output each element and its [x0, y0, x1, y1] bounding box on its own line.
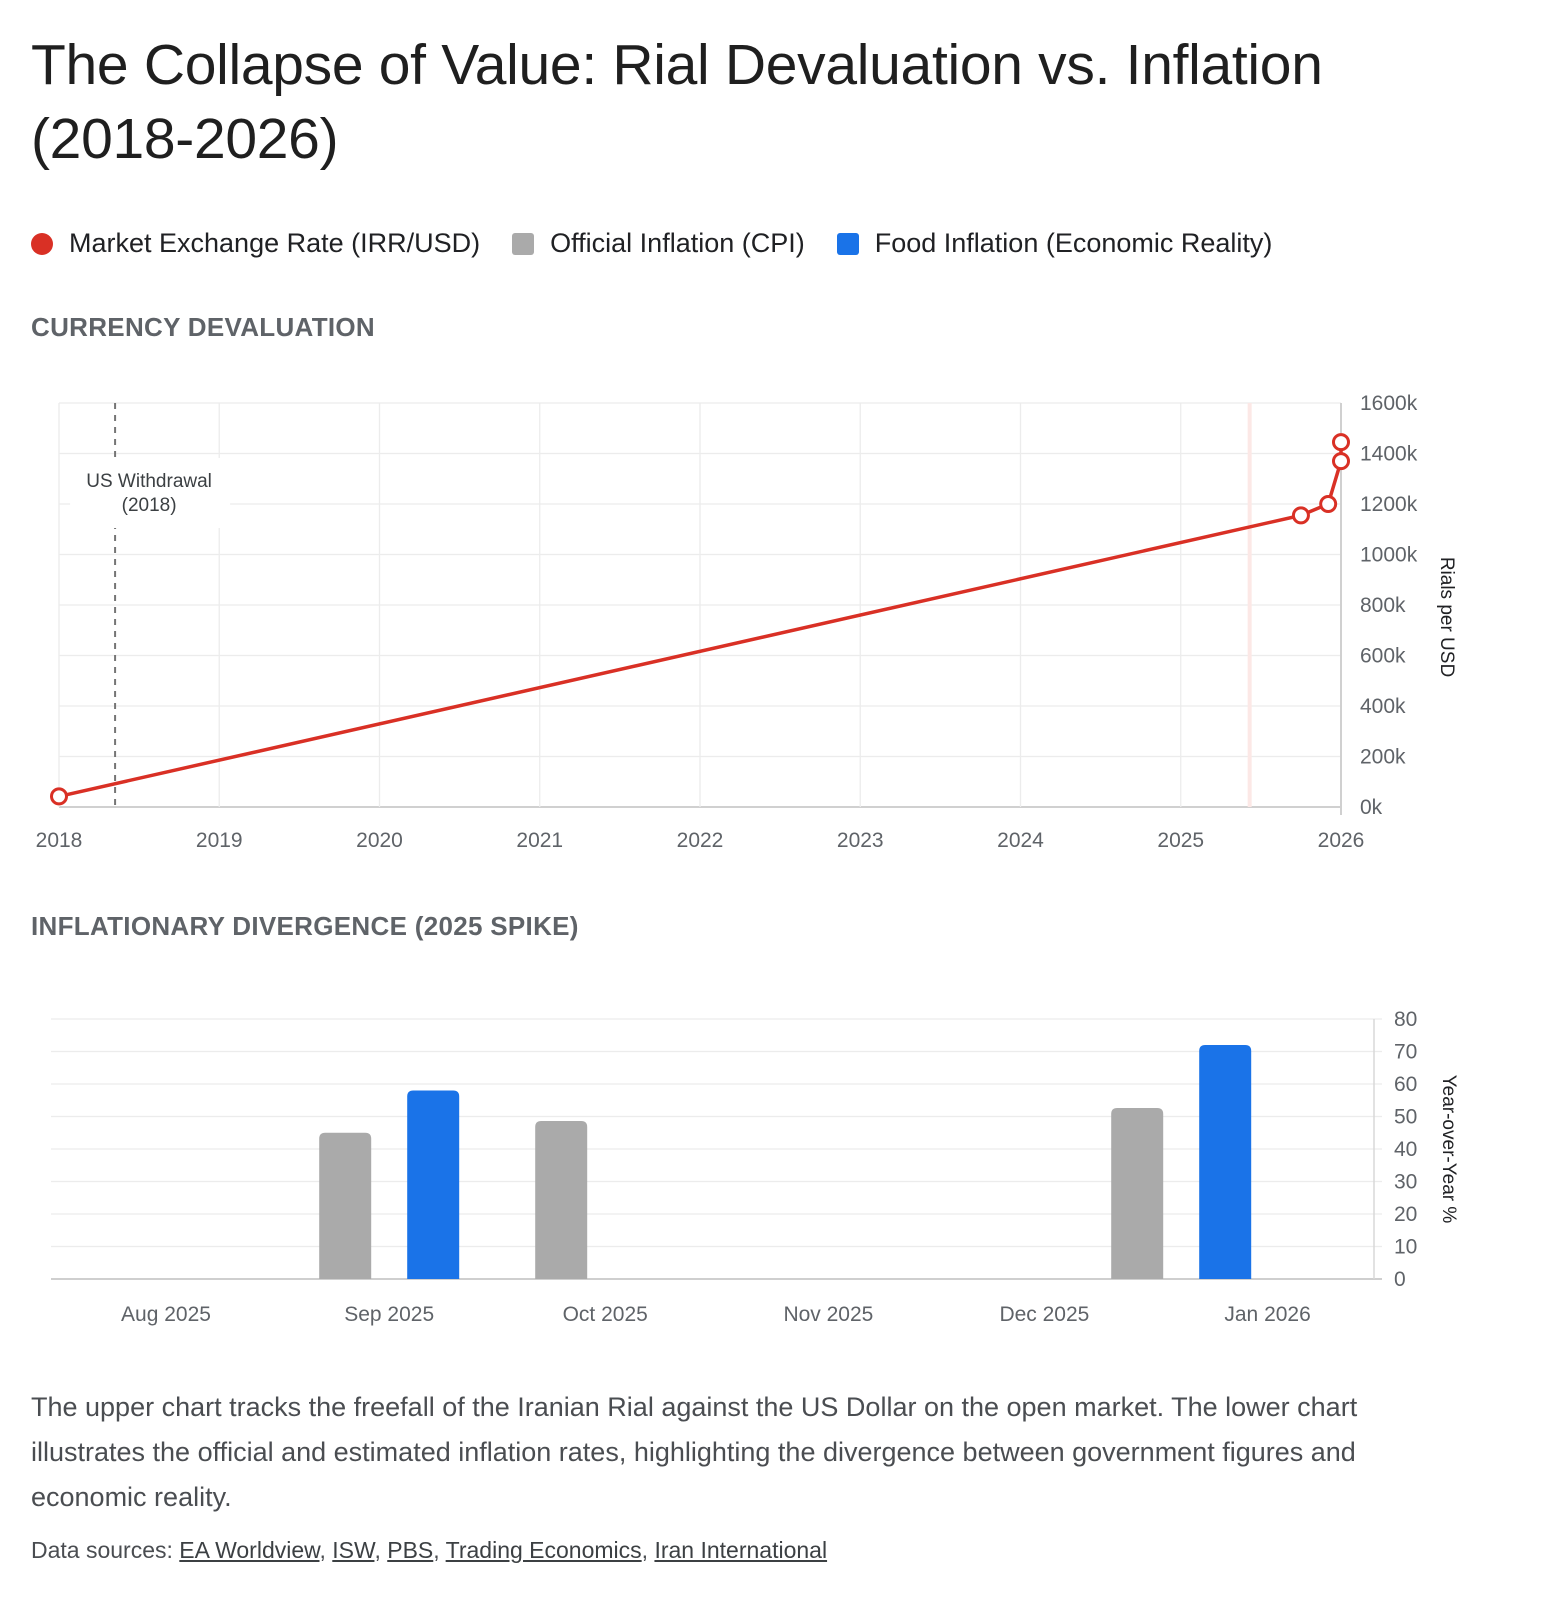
source-link-isw[interactable]: ISW	[332, 1537, 375, 1563]
chart-description: The upper chart tracks the freefall of t…	[31, 1392, 1358, 1512]
data-point-dec-2025	[1319, 495, 1338, 513]
y-tick-label: 0	[1394, 1268, 1406, 1291]
y-tick-label: 400k	[1360, 695, 1406, 718]
source-link-pbs[interactable]: PBS	[387, 1537, 434, 1563]
legend-item-exchange-rate[interactable]: Market Exchange Rate (IRR/USD)	[31, 228, 480, 259]
x-tick-label: 2025	[1157, 829, 1204, 852]
x-tick-label: 2022	[677, 829, 724, 852]
x-tick-label: 2021	[516, 829, 563, 852]
inflation-divergence-chart: 0 10 20 30 40 50 60 70 80 Aug 2025 Sep 2025 Oct 202…	[51, 1008, 1459, 1326]
x-tick-label: 2020	[356, 829, 403, 852]
x-tick-label: Jan 2026	[1224, 1303, 1310, 1326]
legend: Market Exchange Rate (IRR/USD) Official …	[31, 228, 1304, 259]
legend-item-official-inflation[interactable]: Official Inflation (CPI)	[512, 228, 805, 259]
x-tick-label: 2019	[196, 829, 243, 852]
y-tick-label: 60	[1394, 1073, 1417, 1096]
legend-label: Food Inflation (Economic Reality)	[874, 228, 1273, 258]
data-sources: Data sources: EA Worldview, ISW, PBS, Tr…	[31, 1537, 828, 1563]
y-tick-label: 20	[1394, 1203, 1417, 1226]
y-tick-label: 30	[1394, 1171, 1417, 1194]
inflation-section-heading: INFLATIONARY DIVERGENCE (2025 SPIKE)	[31, 911, 579, 941]
gray-square-icon	[512, 232, 535, 255]
source-link-trading-economics[interactable]: Trading Economics	[445, 1537, 642, 1563]
currency-section-heading: CURRENCY DEVALUATION	[31, 312, 376, 342]
annotation-label-background	[70, 458, 231, 528]
sources-prefix: Data sources:	[31, 1537, 180, 1563]
y-axis-title: Rials per USD	[1436, 557, 1457, 677]
y-tick-label: 1600k	[1360, 392, 1418, 415]
legend-label: Official Inflation (CPI)	[550, 228, 805, 258]
data-point-jan-2026	[1332, 452, 1350, 471]
x-tick-label: Aug 2025	[121, 1303, 211, 1326]
x-tick-label: Sep 2025	[344, 1303, 434, 1326]
y-tick-label: 1400k	[1360, 443, 1418, 466]
bar-official-inflation-cpi-oct-2025	[535, 1121, 588, 1279]
bar-food-inflation-economic-reality-late-dec-2025	[1199, 1045, 1252, 1279]
legend-item-food-inflation[interactable]: Food Inflation (Economic Reality)	[836, 228, 1273, 259]
y-tick-label: 0k	[1360, 796, 1383, 819]
data-point-oct-2025	[1291, 506, 1310, 525]
blue-square-icon	[836, 232, 859, 255]
y-tick-label: 200k	[1360, 746, 1406, 769]
y-tick-label: 70	[1394, 1041, 1417, 1064]
source-link-iran-international[interactable]: Iran International	[654, 1537, 828, 1563]
x-tick-label: Dec 2025	[999, 1303, 1089, 1326]
x-tick-label: 2024	[997, 829, 1044, 852]
x-tick-label: Nov 2025	[783, 1303, 873, 1326]
data-point-2018	[50, 787, 68, 806]
x-tick-label: Oct 2025	[563, 1303, 648, 1326]
page-title: The Collapse of Value: Rial Devaluation …	[31, 33, 1323, 171]
annotation-label: US Withdrawal	[86, 471, 212, 492]
legend-label: Market Exchange Rate (IRR/USD)	[69, 228, 481, 258]
annotation-label: (2018)	[122, 495, 177, 516]
x-tick-label: 2026	[1318, 829, 1365, 852]
bar-official-inflation-cpi-late-dec-2025	[1111, 1108, 1164, 1279]
y-tick-label: 10	[1394, 1236, 1417, 1259]
x-tick-label: 2023	[837, 829, 884, 852]
y-tick-label: 1000k	[1360, 544, 1418, 567]
y-tick-label: 800k	[1360, 594, 1406, 617]
currency-devaluation-chart: 0k 200k 400k 600k 800k 1000k 1200k 1400k 1600k 20…	[36, 392, 1457, 852]
x-tick-label: 2018	[36, 829, 83, 852]
y-tick-label: 600k	[1360, 645, 1406, 668]
y-tick-label: 40	[1394, 1138, 1417, 1161]
data-point-jan-2026	[1332, 433, 1350, 452]
source-link-ea-worldview[interactable]: EA Worldview	[179, 1537, 320, 1563]
bar-official-inflation-cpi-sep-2025	[319, 1132, 372, 1279]
y-axis-title: Year-over-Year %	[1438, 1075, 1459, 1224]
y-tick-label: 80	[1394, 1008, 1417, 1031]
bar-food-inflation-economic-reality-sep-2025	[407, 1090, 460, 1279]
y-tick-label: 1200k	[1360, 493, 1418, 516]
y-tick-label: 50	[1394, 1106, 1417, 1129]
red-circle-icon	[31, 232, 53, 255]
